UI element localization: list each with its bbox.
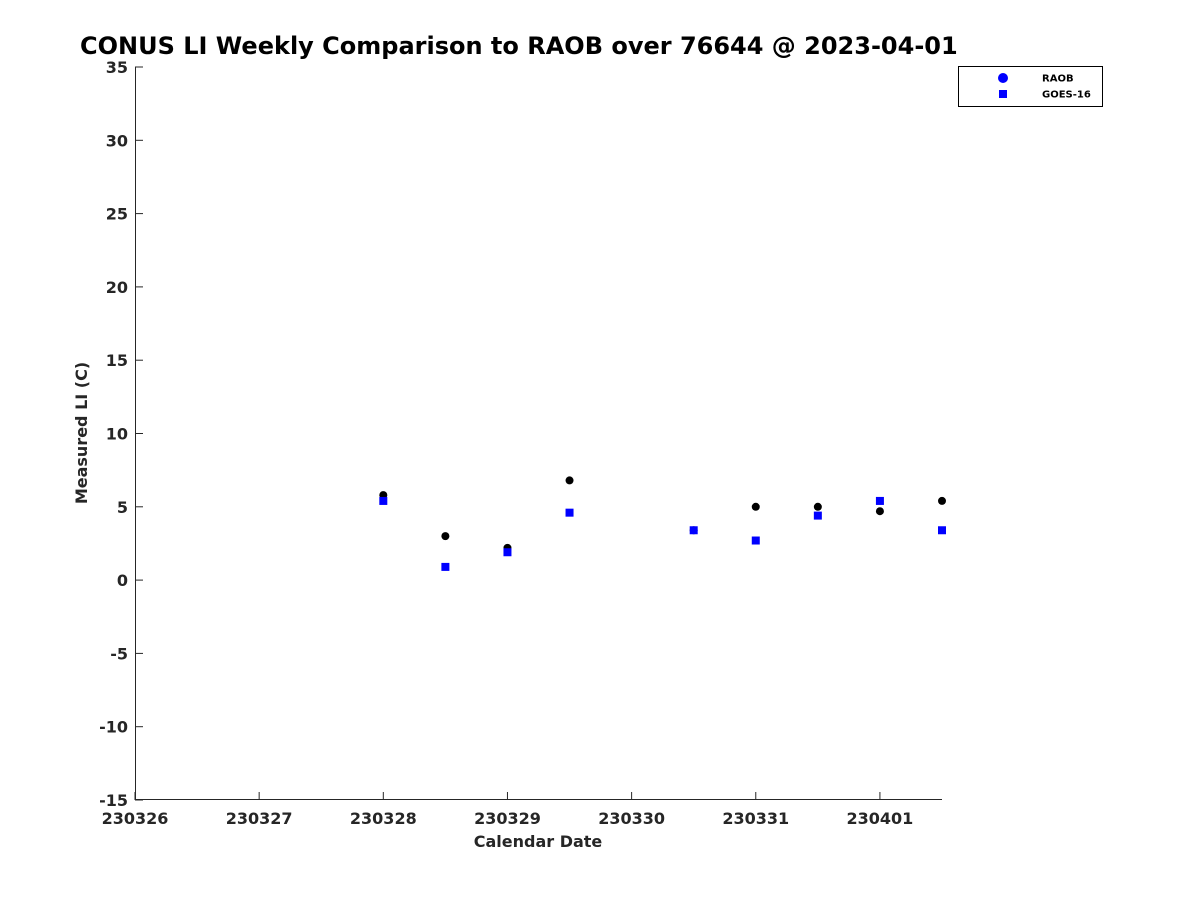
plot-points — [379, 476, 946, 571]
raob-point — [813, 502, 822, 511]
x-tick-label: 230327 — [226, 809, 293, 828]
goes16-point — [441, 562, 450, 571]
y-tick-label: -5 — [110, 644, 128, 663]
raob-point — [441, 532, 450, 541]
x-tick-label: 230331 — [722, 809, 789, 828]
raob-point — [751, 502, 760, 511]
x-tick-label: 230326 — [102, 809, 169, 828]
legend-box — [958, 66, 1103, 107]
goes16-point — [875, 496, 884, 505]
legend-goes-label: GOES-16 — [1042, 90, 1091, 101]
x-axis-label: Calendar Date — [474, 832, 603, 851]
y-tick-label: 20 — [106, 278, 128, 297]
raob-point — [875, 507, 884, 516]
x-tick-label: 230328 — [350, 809, 417, 828]
y-tick-label: -10 — [99, 718, 128, 737]
goes16-point — [503, 548, 512, 557]
legend-goes-marker — [999, 90, 1007, 98]
y-tick-label: 10 — [106, 425, 128, 444]
raob-point — [565, 476, 574, 485]
y-tick-label: 25 — [106, 205, 128, 224]
raob-point — [938, 496, 946, 505]
y-ticks: -15 -10 -5 0 5 10 15 20 25 30 35 — [99, 58, 143, 810]
goes16-point — [379, 496, 388, 505]
x-tick-label: 230330 — [598, 809, 665, 828]
legend-raob-marker — [998, 73, 1008, 83]
y-tick-label: 15 — [106, 351, 128, 370]
y-tick-label: 5 — [117, 498, 128, 517]
x-tick-label: 230401 — [847, 809, 914, 828]
goes16-point — [565, 508, 574, 517]
chart-title: CONUS LI Weekly Comparison to RAOB over … — [80, 32, 958, 60]
legend: RAOB GOES-16 — [958, 66, 1103, 107]
x-ticks: 230326 230327 230328 230329 230330 230331 2304… — [102, 792, 914, 828]
goes16-point — [938, 526, 946, 535]
axes — [135, 67, 942, 800]
goes16-point — [689, 526, 698, 535]
goes16-point — [751, 536, 760, 545]
y-tick-label: -15 — [99, 791, 128, 810]
y-tick-label: 35 — [106, 58, 128, 77]
goes16-point — [813, 511, 822, 520]
x-tick-label: 230329 — [474, 809, 541, 828]
y-tick-label: 0 — [117, 571, 128, 590]
y-axis-label: Measured LI (C) — [72, 362, 91, 504]
y-tick-label: 30 — [106, 131, 128, 150]
legend-raob-label: RAOB — [1042, 74, 1074, 85]
